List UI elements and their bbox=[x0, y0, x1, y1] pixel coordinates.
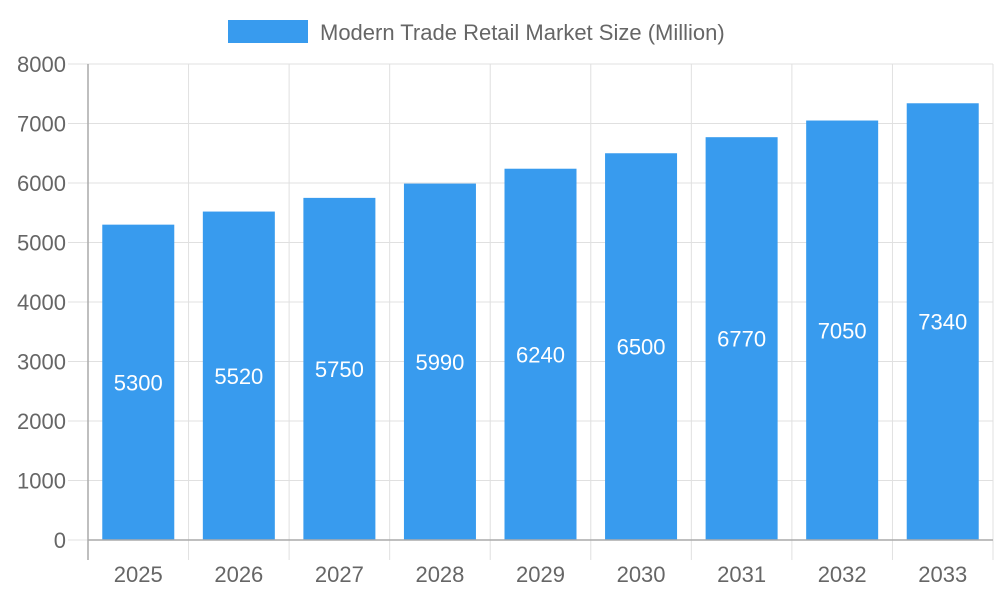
bar bbox=[906, 103, 979, 541]
bar-data-label: 5990 bbox=[415, 350, 464, 375]
bar bbox=[403, 183, 476, 540]
y-tick-label: 0 bbox=[54, 528, 66, 553]
y-tick-label: 5000 bbox=[17, 231, 66, 256]
bar-data-label: 7340 bbox=[918, 310, 967, 335]
bar bbox=[504, 168, 577, 540]
y-tick-label: 2000 bbox=[17, 409, 66, 434]
x-tick-label: 2030 bbox=[617, 562, 666, 587]
x-tick-label: 2033 bbox=[918, 562, 967, 587]
bar-data-label: 5750 bbox=[315, 357, 364, 382]
bar bbox=[806, 120, 879, 541]
y-tick-label: 1000 bbox=[17, 469, 66, 494]
x-tick-label: 2026 bbox=[214, 562, 263, 587]
x-tick-label: 2031 bbox=[717, 562, 766, 587]
bar bbox=[303, 197, 376, 540]
axes: 0 1000 2000 3000 4000 5000 6000 7000 8000 2025 202… bbox=[17, 52, 993, 587]
x-tick-label: 2032 bbox=[818, 562, 867, 587]
x-tick-label: 2025 bbox=[114, 562, 163, 587]
bar bbox=[705, 137, 778, 540]
bar-data-label: 5300 bbox=[114, 370, 163, 395]
bars: 5300 5520 5750 5990 6240 6500 6770 7050 7340 bbox=[102, 103, 979, 541]
legend[interactable]: Modern Trade Retail Market Size (Million… bbox=[228, 20, 725, 45]
y-tick-label: 8000 bbox=[17, 52, 66, 77]
bar bbox=[102, 224, 175, 540]
bar-data-label: 6500 bbox=[617, 335, 666, 360]
x-tick-label: 2028 bbox=[415, 562, 464, 587]
bar-data-label: 6240 bbox=[516, 342, 565, 367]
y-tick-label: 4000 bbox=[17, 290, 66, 315]
bar-data-label: 6770 bbox=[717, 327, 766, 352]
bar bbox=[605, 153, 678, 540]
y-tick-label: 6000 bbox=[17, 171, 66, 196]
x-tick-label: 2029 bbox=[516, 562, 565, 587]
y-tick-label: 7000 bbox=[17, 112, 66, 137]
y-tick-label: 3000 bbox=[17, 350, 66, 375]
legend-swatch bbox=[228, 20, 308, 43]
bar-data-label: 5520 bbox=[214, 364, 263, 389]
bar bbox=[202, 211, 275, 540]
x-tick-label: 2027 bbox=[315, 562, 364, 587]
legend-label: Modern Trade Retail Market Size (Million… bbox=[320, 20, 725, 45]
bar-data-label: 7050 bbox=[818, 318, 867, 343]
